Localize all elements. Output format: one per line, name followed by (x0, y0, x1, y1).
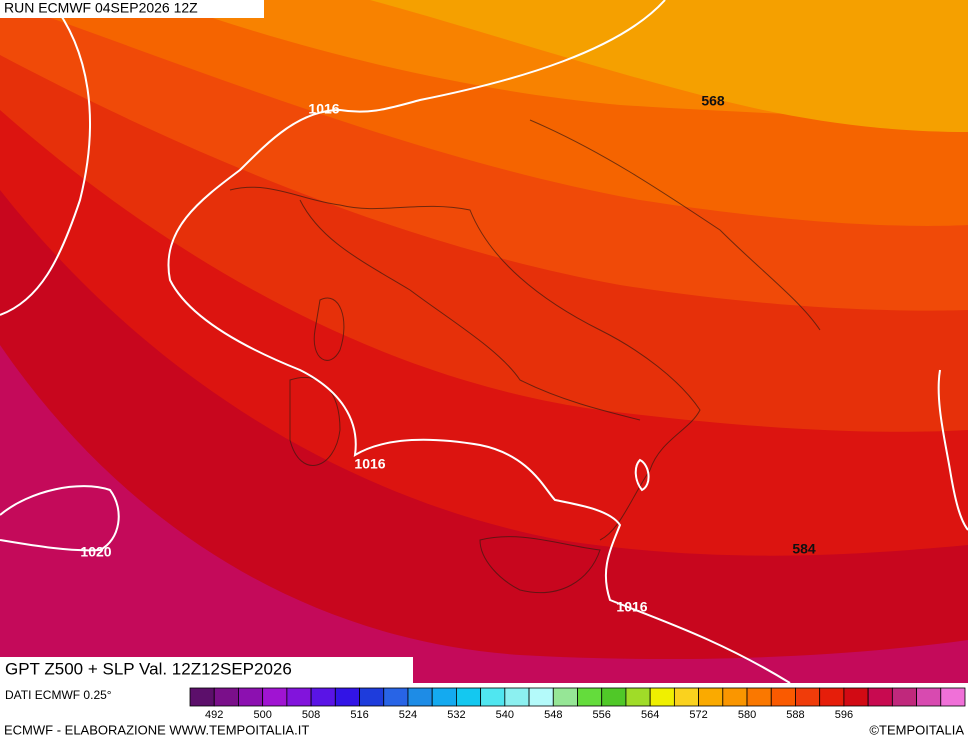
colorbar-swatch (819, 687, 845, 707)
band (370, 0, 968, 132)
colorbar-swatch (213, 687, 239, 707)
contour-label: 1016 (308, 101, 339, 117)
colorbar-tick-label: 500 (253, 709, 271, 721)
colorbar-swatch (625, 687, 651, 707)
colorbar-tick-label: 580 (738, 709, 756, 721)
colorbar-swatch (310, 687, 336, 707)
colorbar-swatch (746, 687, 772, 707)
contour-label: 1016 (354, 456, 385, 472)
contour-label: 1016 (616, 599, 647, 615)
colorbar-swatch (383, 687, 409, 707)
data-source: DATI ECMWF 0.25° (5, 688, 112, 702)
colorbar-tick-label: 556 (593, 709, 611, 721)
colorbar-swatch (359, 687, 385, 707)
colorbar-swatch (262, 687, 288, 707)
colorbar-swatch (649, 687, 675, 707)
colorbar-swatch (916, 687, 942, 707)
colorbar-swatch (407, 687, 433, 707)
contour-label: 584 (792, 541, 816, 557)
colorbar-tick-label: 524 (399, 709, 417, 721)
colorbar-swatch (456, 687, 482, 707)
colorbar-swatch (480, 687, 506, 707)
colorbar-tick-label: 564 (641, 709, 659, 721)
colorbar-tick-label: 540 (496, 709, 514, 721)
colorbar-swatch (334, 687, 360, 707)
title-box (0, 657, 413, 683)
colorbar-swatch (843, 687, 869, 707)
colorbar-swatch (770, 687, 796, 707)
colorbar-tick-label: 492 (205, 709, 223, 721)
colorbar-tick-label: 532 (447, 709, 465, 721)
colorbar-tick-label: 548 (544, 709, 562, 721)
colorbar-swatch (722, 687, 748, 707)
run-box (0, 0, 264, 18)
colorbar-tick-label: 516 (350, 709, 368, 721)
colorbar-swatch (189, 687, 215, 707)
footer-brand: ©TEMPOITALIA (869, 722, 964, 737)
colorbar-tick-label: 572 (689, 709, 707, 721)
contour-label: 568 (701, 93, 725, 109)
colorbar-swatch (528, 687, 554, 707)
colorbar-swatch (891, 687, 917, 707)
colorbar-swatch (431, 687, 457, 707)
footer-credit: ECMWF - ELABORAZIONE WWW.TEMPOITALIA.IT (4, 722, 309, 737)
colorbar-swatch (867, 687, 893, 707)
colorbar-swatch (601, 687, 627, 707)
colorbar-swatch (286, 687, 312, 707)
colorbar: 492 500 508 516 524 532 540 548 556 564 572 580 588 5… (189, 687, 966, 721)
colorbar-tick-label: 508 (302, 709, 320, 721)
contour-label: 1020 (80, 544, 111, 560)
map-title: GPT Z500 + SLP Val. 12Z12SEP2026 (5, 659, 292, 678)
map: 1016 568 1016 1020 584 1016 (0, 0, 968, 684)
colorbar-swatch (673, 687, 699, 707)
colorbar-swatch (238, 687, 264, 707)
colorbar-swatch (940, 687, 966, 707)
colorbar-swatch (698, 687, 724, 707)
colorbar-tick-label: 596 (835, 709, 853, 721)
colorbar-swatch (552, 687, 578, 707)
colorbar-swatch (504, 687, 530, 707)
colorbar-swatch (795, 687, 821, 707)
colorbar-swatch (577, 687, 603, 707)
colorbar-tick-label: 588 (786, 709, 804, 721)
run-label: RUN ECMWF 04SEP2026 12Z (4, 0, 198, 16)
